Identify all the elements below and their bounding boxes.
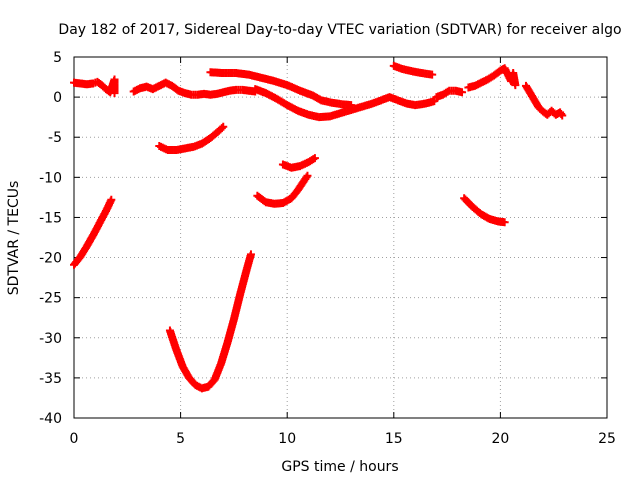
data-point [110,89,119,98]
data-point [500,218,509,227]
y-tick-label: -40 [39,411,62,427]
y-tick-label: -15 [39,210,62,226]
data-point [443,87,452,96]
y-tick-label: -35 [39,371,62,387]
plot-frame [73,56,608,419]
tick-labels: 0 5 10 15 20 25 -40 -35 -30 -25 -20 -15 -10 -5 0 5 [39,50,616,447]
y-tick-label: -25 [39,291,62,307]
x-tick-label: 15 [385,431,403,447]
data-point [458,88,467,97]
data-point [557,109,566,118]
data-point [246,250,255,259]
data-point [309,155,318,164]
y-tick-label: -5 [48,130,62,146]
x-tick-label: 25 [598,431,616,447]
data-point [310,154,319,163]
x-tick-label: 10 [278,431,296,447]
y-tick-label: 5 [53,50,62,66]
data-marks [70,61,567,393]
chart-title: Day 182 of 2017, Sidereal Day-to-day VTE… [58,22,621,38]
data-point [303,171,312,180]
x-tick-label: 0 [70,431,79,447]
y-tick-label: 0 [53,90,62,106]
axis-ticks [73,56,608,419]
data-point [511,81,520,90]
data-point [219,122,228,131]
data-point [302,173,311,182]
x-tick-label: 20 [491,431,509,447]
y-tick-label: -20 [39,251,62,267]
data-point [428,70,437,79]
grid [74,57,607,418]
data-point [217,124,226,133]
x-tick-label: 5 [176,431,185,447]
y-axis-label: SDTVAR / TECUs [6,181,22,296]
y-tick-label: -30 [39,331,62,347]
data-point [430,97,439,106]
data-point [558,111,567,120]
x-axis-label: GPS time / hours [281,459,398,475]
data-point [107,195,116,204]
y-tick-label: -10 [39,170,62,186]
